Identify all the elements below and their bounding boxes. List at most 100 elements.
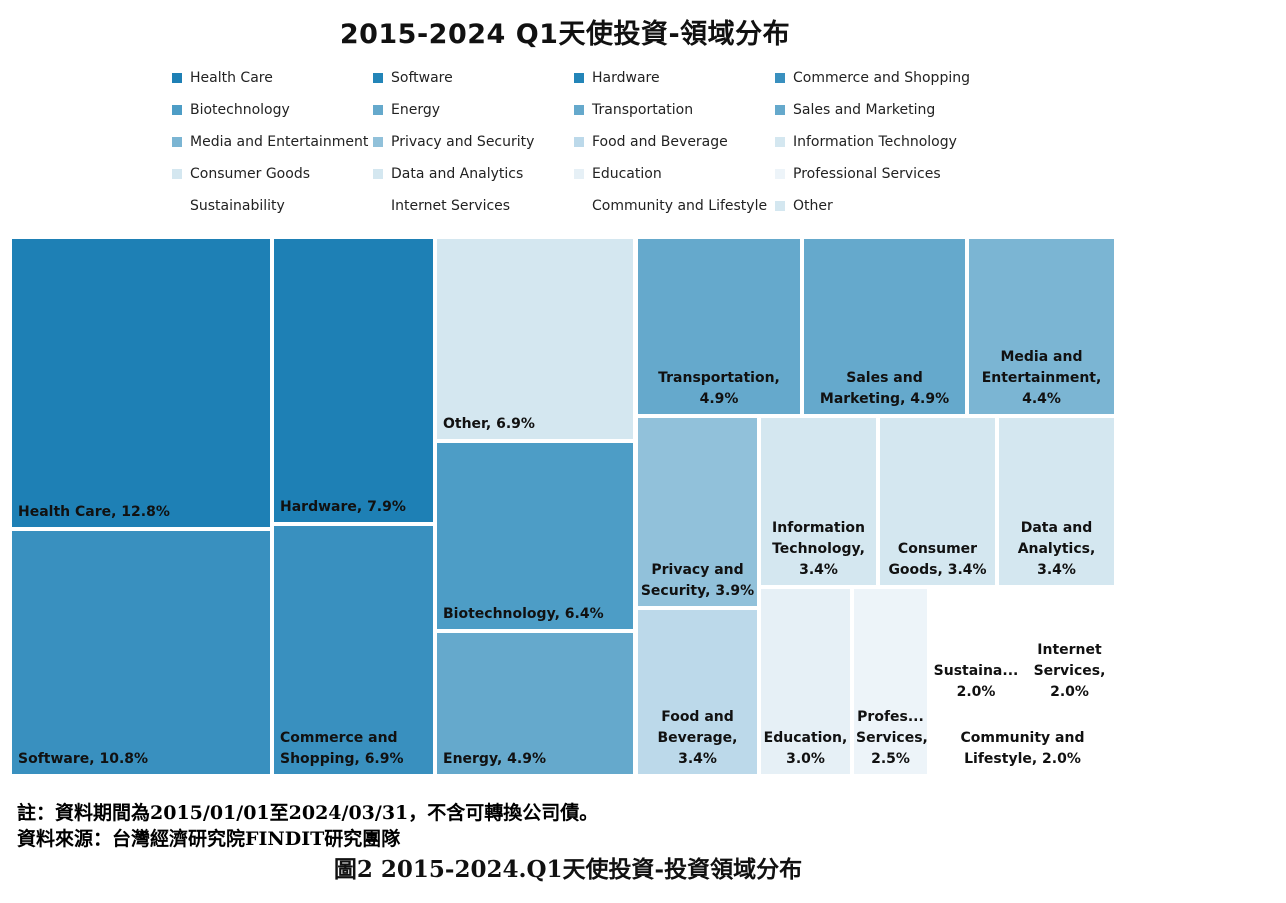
treemap-tile-label: Other, 6.9% bbox=[443, 416, 535, 432]
legend-label: Food and Beverage bbox=[592, 134, 728, 150]
treemap-tile-label: Data and Analytics, 3.4% bbox=[1017, 520, 1096, 578]
treemap-tile: Sales and Marketing, 4.9% bbox=[802, 237, 967, 416]
treemap-tile: Energy, 4.9% bbox=[435, 631, 635, 776]
legend-item: Hardware bbox=[574, 70, 660, 86]
legend-swatch bbox=[775, 201, 785, 211]
legend-swatch bbox=[172, 105, 182, 115]
legend-item: Information Technology bbox=[775, 134, 957, 150]
legend-item: Privacy and Security bbox=[373, 134, 534, 150]
treemap-tile: Privacy and Security, 3.9% bbox=[636, 416, 759, 608]
treemap-tile: Software, 10.8% bbox=[10, 529, 272, 776]
legend-label: Biotechnology bbox=[190, 102, 290, 118]
legend-item: Transportation bbox=[574, 102, 693, 118]
legend-swatch bbox=[574, 137, 584, 147]
legend-item: Health Care bbox=[172, 70, 273, 86]
legend-label: Media and Entertainment bbox=[190, 134, 369, 150]
legend-label: Privacy and Security bbox=[391, 134, 535, 150]
treemap-tile-label: Community and Lifestyle, 2.0% bbox=[960, 730, 1085, 767]
legend-swatch bbox=[574, 201, 584, 211]
figure-caption: 圖2 2015-2024.Q1天使投資-投資領域分布 bbox=[333, 856, 803, 883]
legend-swatch bbox=[373, 201, 383, 211]
legend-swatch bbox=[574, 105, 584, 115]
treemap-tile-label: Food and Beverage, 3.4% bbox=[657, 709, 738, 767]
treemap-tile: Education, 3.0% bbox=[759, 587, 852, 776]
legend-item: Other bbox=[775, 198, 833, 214]
legend-label: Hardware bbox=[592, 70, 660, 86]
legend-swatch bbox=[574, 73, 584, 83]
treemap-tile: Internet Services, 2.0% bbox=[1023, 587, 1116, 709]
legend-item: Energy bbox=[373, 102, 440, 118]
legend-item: Internet Services bbox=[373, 198, 510, 214]
treemap-tile: Sustaina... 2.0% bbox=[929, 587, 1023, 709]
treemap-tile-label: Software, 10.8% bbox=[18, 751, 149, 767]
treemap-tile: Other, 6.9% bbox=[435, 237, 635, 441]
legend-label: Energy bbox=[391, 102, 441, 118]
treemap-tile: Community and Lifestyle, 2.0% bbox=[929, 709, 1116, 776]
legend-item: Food and Beverage bbox=[574, 134, 728, 150]
legend-item: Sales and Marketing bbox=[775, 102, 935, 118]
legend-swatch bbox=[373, 137, 383, 147]
treemap-tile-label: Sales and Marketing, 4.9% bbox=[819, 370, 950, 407]
legend-label: Community and Lifestyle bbox=[592, 198, 768, 214]
legend-swatch bbox=[172, 169, 182, 179]
treemap-tile: Health Care, 12.8% bbox=[10, 237, 272, 529]
treemap-tile: Biotechnology, 6.4% bbox=[435, 441, 635, 631]
legend-item: Community and Lifestyle bbox=[574, 198, 767, 214]
treemap-tile: Media and Entertainment, 4.4% bbox=[967, 237, 1116, 416]
legend-label: Consumer Goods bbox=[190, 166, 310, 182]
legend-item: Sustainability bbox=[172, 198, 285, 214]
treemap-tile: Consumer Goods, 3.4% bbox=[878, 416, 997, 587]
treemap-tile-label: Biotechnology, 6.4% bbox=[443, 606, 604, 622]
legend-label: Sustainability bbox=[190, 198, 285, 214]
treemap-tile: Transportation, 4.9% bbox=[636, 237, 802, 416]
legend-item: Education bbox=[574, 166, 662, 182]
treemap-tile-label: Privacy and Security, 3.9% bbox=[640, 562, 755, 599]
legend-item: Software bbox=[373, 70, 453, 86]
legend-swatch bbox=[172, 201, 182, 211]
legend-swatch bbox=[373, 169, 383, 179]
legend-item: Professional Services bbox=[775, 166, 941, 182]
legend-swatch bbox=[775, 73, 785, 83]
treemap-tile-label: Profes... Services, 2.5% bbox=[856, 709, 928, 767]
legend-item: Biotechnology bbox=[172, 102, 290, 118]
legend-swatch bbox=[775, 105, 785, 115]
treemap-tile-label: Health Care, 12.8% bbox=[18, 504, 170, 520]
treemap-tile-label: Commerce and Shopping, 6.9% bbox=[280, 730, 404, 767]
legend-item: Consumer Goods bbox=[172, 166, 310, 182]
treemap-tile: Hardware, 7.9% bbox=[272, 237, 435, 524]
legend-swatch bbox=[574, 169, 584, 179]
legend-item: Data and Analytics bbox=[373, 166, 523, 182]
treemap-tile-label: Consumer Goods, 3.4% bbox=[888, 541, 987, 578]
legend-swatch bbox=[172, 73, 182, 83]
legend-label: Health Care bbox=[190, 70, 273, 86]
legend-swatch bbox=[172, 137, 182, 147]
treemap-tile: Information Technology, 3.4% bbox=[759, 416, 878, 587]
legend-swatch bbox=[775, 169, 785, 179]
legend-label: Commerce and Shopping bbox=[793, 70, 970, 86]
treemap-tile-label: Media and Entertainment, 4.4% bbox=[981, 349, 1102, 407]
legend-label: Professional Services bbox=[793, 166, 941, 182]
legend-label: Data and Analytics bbox=[391, 166, 524, 182]
legend-label: Internet Services bbox=[391, 198, 511, 214]
treemap-tile: Data and Analytics, 3.4% bbox=[997, 416, 1116, 587]
legend-label: Information Technology bbox=[793, 134, 957, 150]
legend-label: Education bbox=[592, 166, 662, 182]
chart-legend: Health Care Software Hardware Commerce and … bbox=[172, 70, 992, 220]
chart-title: 2015-2024 Q1天使投資-領域分布 bbox=[339, 19, 791, 50]
treemap-tile-label: Sustaina... 2.0% bbox=[933, 663, 1019, 700]
legend-item: Media and Entertainment bbox=[172, 134, 368, 150]
legend-swatch bbox=[775, 137, 785, 147]
treemap-tile-label: Transportation, 4.9% bbox=[658, 370, 780, 407]
treemap-tile-label: Information Technology, 3.4% bbox=[772, 520, 865, 578]
treemap-tile: Commerce and Shopping, 6.9% bbox=[272, 524, 435, 776]
data-source-note: 資料來源：台灣經濟研究院FINDIT研究團隊 bbox=[17, 828, 401, 850]
legend-item: Commerce and Shopping bbox=[775, 70, 970, 86]
legend-label: Other bbox=[793, 198, 833, 214]
treemap-tile: Food and Beverage, 3.4% bbox=[636, 608, 759, 776]
legend-swatch bbox=[373, 73, 383, 83]
treemap-tile-label: Hardware, 7.9% bbox=[280, 499, 406, 515]
legend-label: Sales and Marketing bbox=[793, 102, 936, 118]
treemap-tile-label: Internet Services, 2.0% bbox=[1033, 642, 1106, 700]
legend-label: Software bbox=[391, 70, 453, 86]
treemap-tile-label: Energy, 4.9% bbox=[443, 751, 547, 767]
